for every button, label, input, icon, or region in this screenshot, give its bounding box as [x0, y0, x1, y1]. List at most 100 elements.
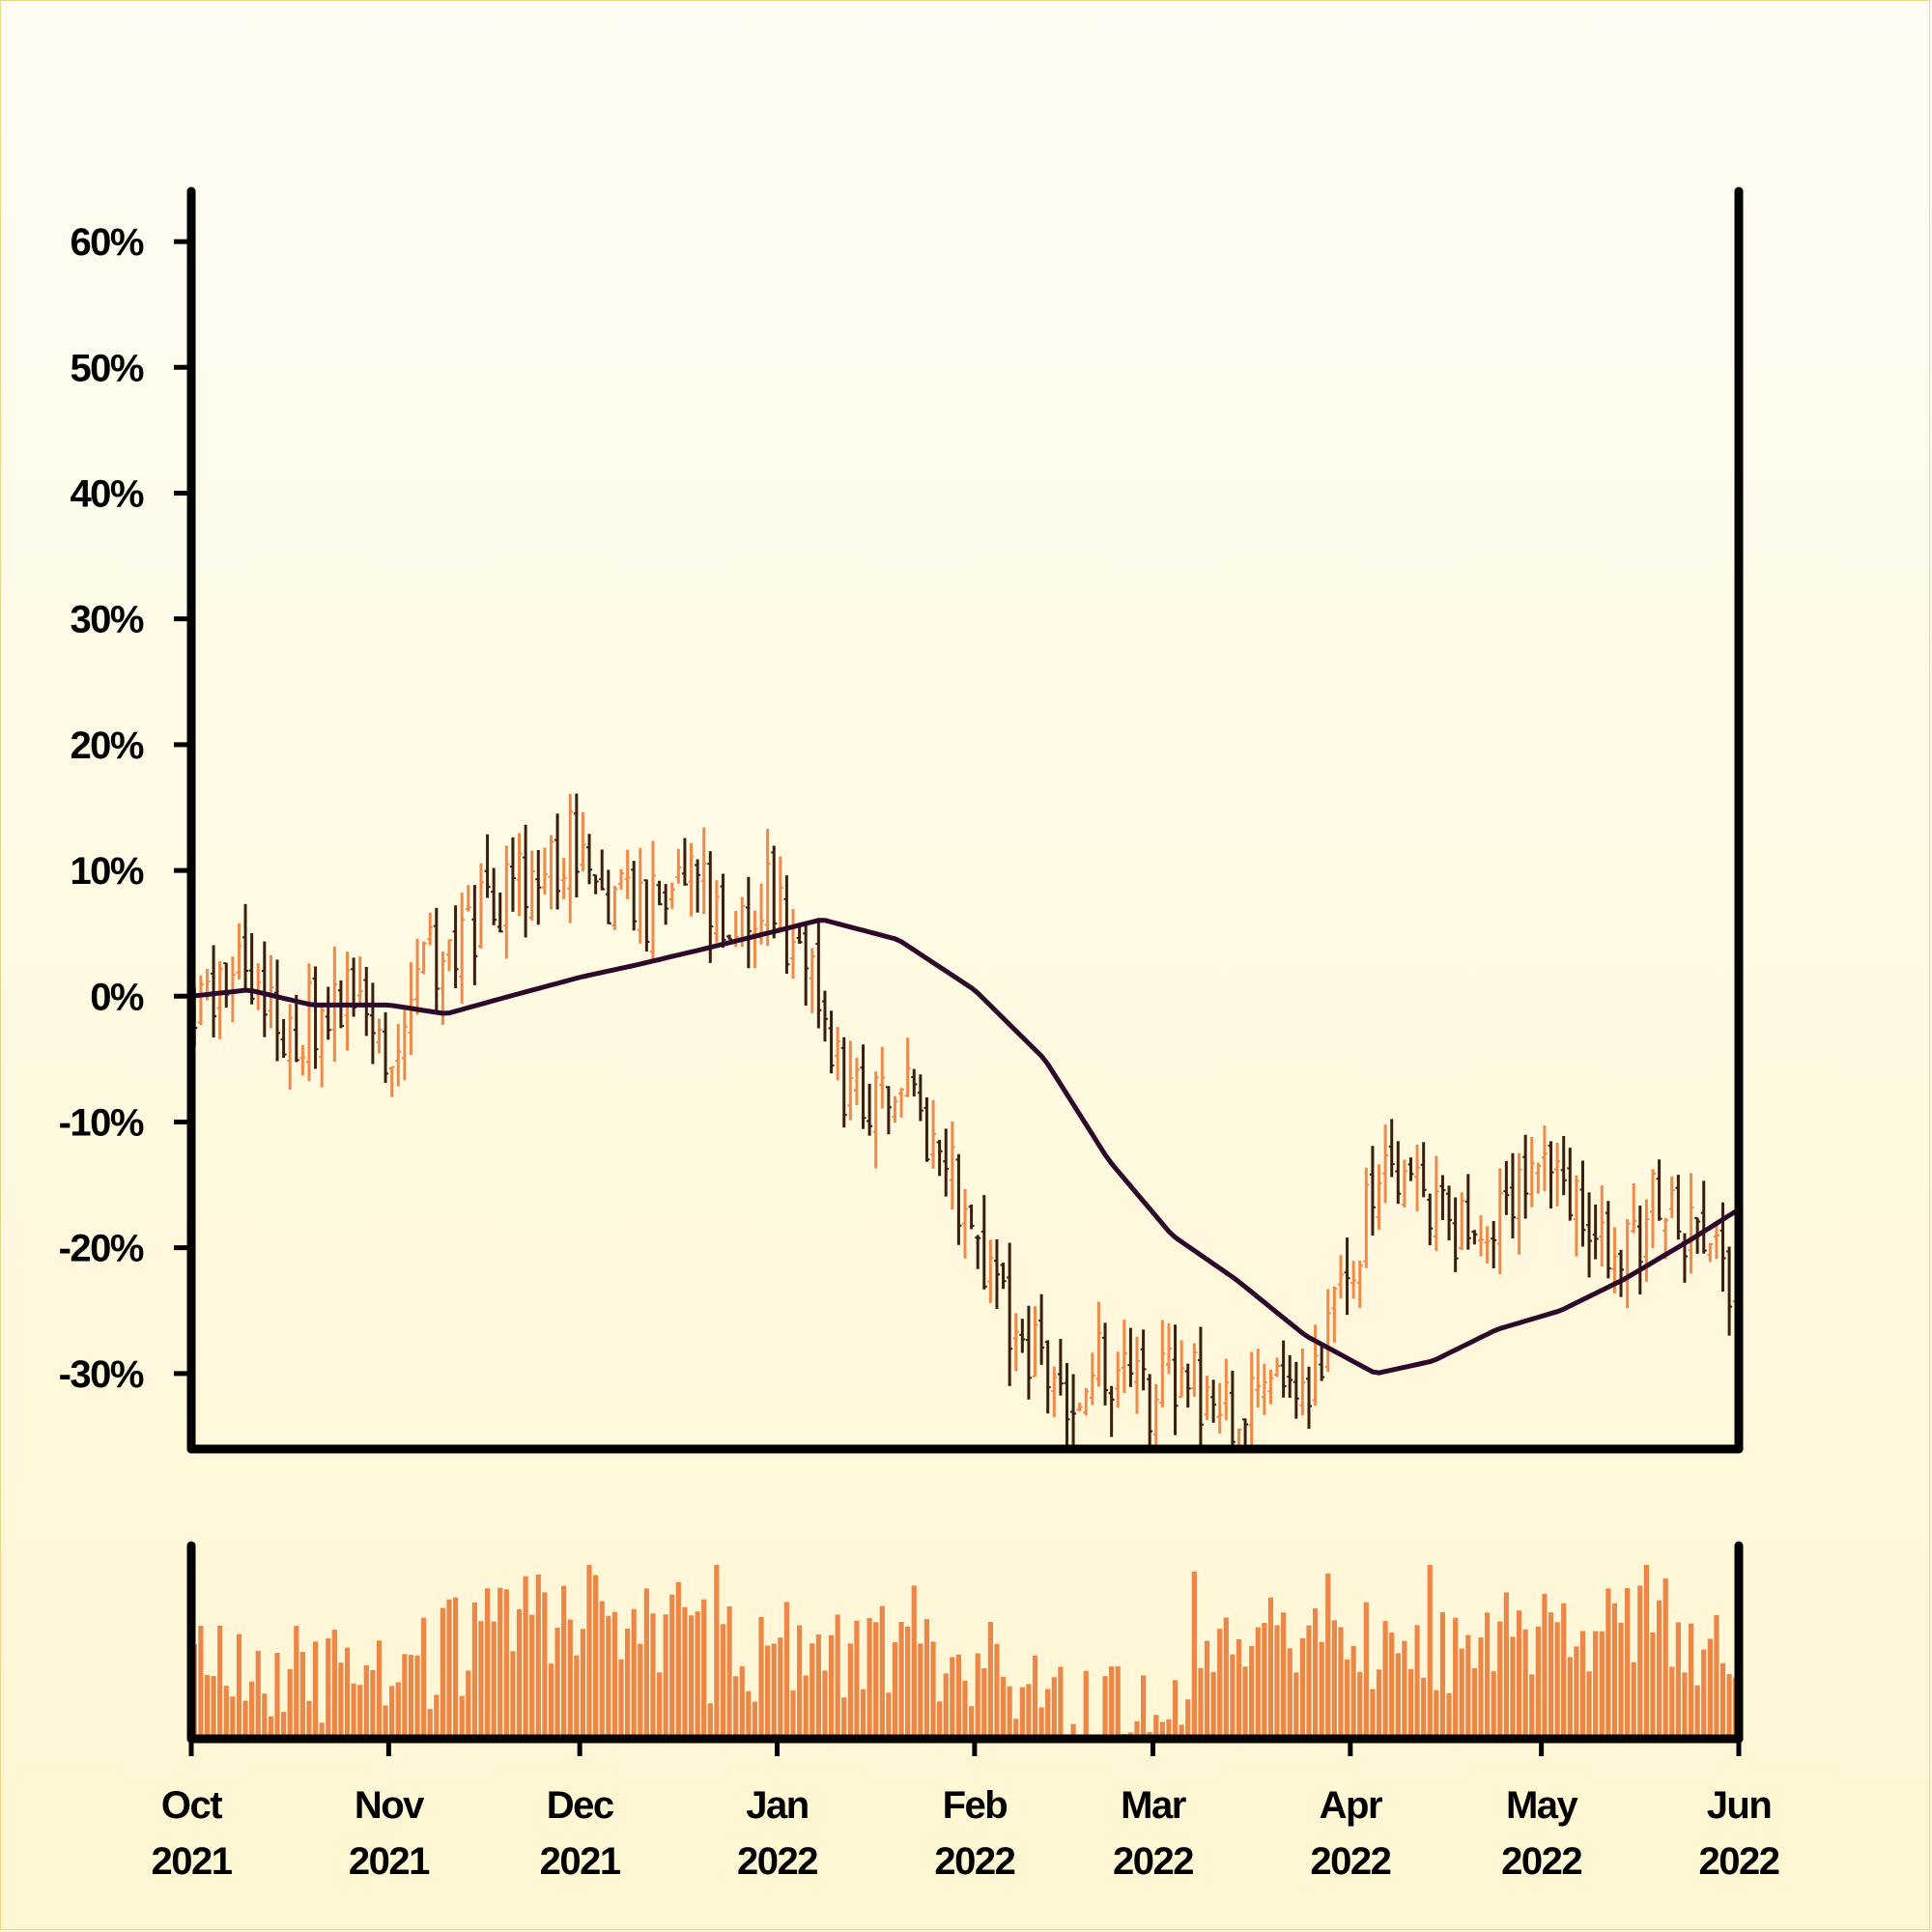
- ohlc-bar: [1541, 1125, 1548, 1192]
- ohlc-bar: [879, 1046, 886, 1109]
- volume-bar: [395, 1682, 401, 1739]
- ohlc-bar: [605, 869, 611, 924]
- ohlc-bar: [1356, 1260, 1363, 1308]
- volume-bar: [1312, 1607, 1319, 1739]
- volume-bar: [1389, 1633, 1395, 1739]
- volume-bar: [1242, 1666, 1248, 1739]
- ohlc-bar: [369, 982, 376, 1065]
- volume-bar: [1542, 1594, 1548, 1739]
- volume-bar: [1038, 1707, 1044, 1739]
- volume-bar: [1210, 1671, 1216, 1739]
- ohlc-bar: [1229, 1370, 1236, 1449]
- volume-bar: [650, 1613, 656, 1739]
- volume-bar: [1249, 1645, 1255, 1739]
- x-tick-label: 2022: [737, 1840, 817, 1883]
- ohlc-bar: [1401, 1159, 1407, 1208]
- ohlc-bar: [446, 939, 452, 972]
- volume-bar: [1058, 1666, 1064, 1739]
- volume-bar: [370, 1669, 376, 1739]
- volume-bar: [943, 1673, 949, 1739]
- ohlc-bar: [1331, 1286, 1338, 1343]
- volume-bar: [828, 1634, 835, 1739]
- ohlc-bar: [1522, 1134, 1529, 1219]
- volume-bar: [198, 1625, 204, 1739]
- ohlc-bar: [1567, 1148, 1574, 1221]
- volume-bar: [739, 1665, 745, 1739]
- volume-bar: [1223, 1617, 1229, 1739]
- y-tick-label: 60%: [70, 221, 143, 264]
- moving-average-line: [191, 918, 1739, 1376]
- volume-bar: [535, 1575, 541, 1739]
- ohlc-bar: [1115, 1351, 1122, 1408]
- volume-bar: [803, 1675, 809, 1739]
- ohlc-bar: [497, 892, 503, 933]
- ohlc-bar: [433, 907, 440, 1011]
- volume-bar: [414, 1655, 420, 1739]
- ohlc-bar: [987, 1239, 994, 1303]
- volume-bar: [847, 1643, 853, 1739]
- y-axis-ticks: 60% 50% 40% 30% 20% 10% 0% -10% -20% -30%: [59, 221, 191, 1396]
- volume-bar: [911, 1585, 917, 1739]
- ohlc-bar: [344, 952, 351, 1051]
- volume-bar: [1051, 1677, 1057, 1739]
- volume-bar: [242, 1700, 248, 1739]
- volume-bar: [682, 1606, 688, 1739]
- ohlc-bar: [459, 893, 466, 1005]
- volume-bar: [491, 1621, 497, 1739]
- y-tick-label: 40%: [70, 472, 143, 515]
- volume-bar: [656, 1672, 663, 1739]
- volume-bar: [606, 1615, 611, 1739]
- ohlc-bar: [1070, 1374, 1077, 1448]
- ohlc-bar: [1713, 1225, 1719, 1260]
- volume-bar: [1561, 1603, 1567, 1739]
- price-panel-axes: [186, 186, 1744, 1454]
- volume-bar: [1115, 1666, 1121, 1739]
- volume-bar: [523, 1576, 528, 1739]
- volume-bar: [529, 1614, 535, 1739]
- volume-bar: [1427, 1565, 1433, 1739]
- ohlc-bar: [1287, 1354, 1293, 1398]
- ohlc-bar: [1204, 1375, 1210, 1421]
- volume-bar: [1726, 1673, 1732, 1739]
- x-tick-label: Dec: [547, 1784, 614, 1827]
- volume-bar: [1026, 1684, 1032, 1739]
- ohlc-bar: [1236, 1428, 1242, 1449]
- ohlc-bar: [1051, 1366, 1058, 1418]
- volume-bar: [1414, 1625, 1420, 1739]
- volume-bar: [484, 1588, 491, 1739]
- volume-bar: [1166, 1719, 1172, 1739]
- volume-bar: [1656, 1600, 1662, 1739]
- volume-bar: [1593, 1631, 1599, 1739]
- ohlc-bar: [1535, 1162, 1542, 1194]
- ohlc-bar: [325, 986, 331, 1040]
- ohlc-bar: [624, 849, 631, 899]
- volume-bar: [726, 1605, 732, 1739]
- volume-bar: [783, 1602, 790, 1739]
- volume-bar: [593, 1575, 599, 1739]
- volume-bar: [835, 1614, 840, 1739]
- ohlc-bar: [1152, 1383, 1159, 1449]
- ohlc-bar: [618, 868, 624, 890]
- volume-bar: [1350, 1645, 1356, 1739]
- volume-bar: [1631, 1662, 1636, 1739]
- ohlc-bar: [943, 1128, 950, 1197]
- ohlc-bar: [541, 847, 548, 895]
- ohlc-bar: [223, 962, 230, 1009]
- ohlc-bar: [211, 945, 217, 1037]
- volume-bar: [338, 1662, 344, 1739]
- ohlc-bar: [1159, 1320, 1166, 1407]
- volume-bar: [1637, 1585, 1643, 1739]
- volume-bar: [1363, 1602, 1369, 1739]
- ohlc-bar: [1586, 1192, 1593, 1278]
- ohlc-bar: [949, 1121, 955, 1210]
- ohlc-bar: [835, 1027, 841, 1081]
- volume-bar: [1535, 1626, 1541, 1739]
- volume-bar: [1446, 1692, 1452, 1739]
- ohlc-bar: [1503, 1160, 1510, 1215]
- volume-bar: [1605, 1588, 1611, 1739]
- volume-bar: [312, 1641, 319, 1739]
- ohlc-bar: [523, 824, 529, 938]
- volume-bar: [1439, 1611, 1446, 1739]
- ohlc-bar: [1369, 1146, 1376, 1236]
- volume-bar: [1274, 1625, 1280, 1739]
